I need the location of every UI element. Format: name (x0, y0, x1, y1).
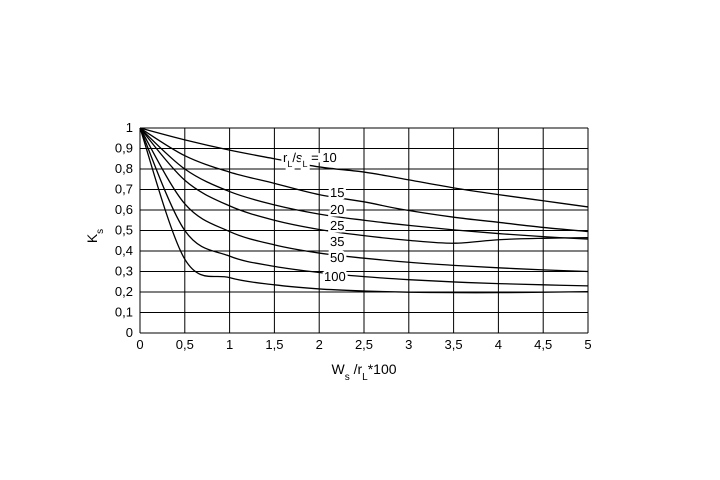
svg-text:4,5: 4,5 (534, 337, 552, 352)
svg-text:0,9: 0,9 (115, 141, 133, 156)
svg-text:0,1: 0,1 (115, 305, 133, 320)
svg-text:1: 1 (126, 120, 133, 135)
svg-text:20: 20 (330, 202, 344, 217)
svg-text:3: 3 (405, 337, 412, 352)
svg-text:5: 5 (584, 337, 591, 352)
svg-text:0,2: 0,2 (115, 284, 133, 299)
svg-text:0,5: 0,5 (115, 223, 133, 238)
svg-text:0: 0 (126, 325, 133, 340)
svg-text:0,7: 0,7 (115, 182, 133, 197)
svg-text:3,5: 3,5 (445, 337, 463, 352)
svg-text:2,5: 2,5 (355, 337, 373, 352)
svg-text:0,6: 0,6 (115, 202, 133, 217)
svg-text:100: 100 (324, 269, 346, 284)
svg-text:0,5: 0,5 (176, 337, 194, 352)
svg-text:2: 2 (316, 337, 323, 352)
svg-text:0,4: 0,4 (115, 243, 133, 258)
svg-text:0,3: 0,3 (115, 264, 133, 279)
svg-text:25: 25 (330, 218, 344, 233)
svg-text:50: 50 (330, 250, 344, 265)
svg-text:0,8: 0,8 (115, 161, 133, 176)
svg-text:4: 4 (495, 337, 502, 352)
svg-text:1: 1 (226, 337, 233, 352)
svg-text:15: 15 (330, 185, 344, 200)
svg-text:0: 0 (136, 337, 143, 352)
svg-text:35: 35 (330, 234, 344, 249)
svg-text:1,5: 1,5 (265, 337, 283, 352)
